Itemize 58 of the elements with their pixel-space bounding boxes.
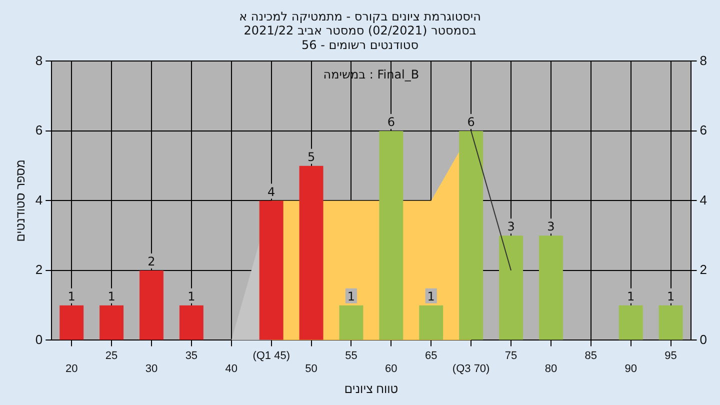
bar: [140, 270, 164, 340]
x-tick-label: 20: [65, 363, 78, 376]
data-label: 5: [307, 150, 316, 164]
x-tick-label: 80: [544, 363, 558, 376]
bar: [658, 305, 683, 340]
data-label: 6: [387, 115, 395, 130]
data-label: 1: [427, 289, 435, 304]
data-label: 2: [148, 254, 156, 269]
data-label: 1: [666, 289, 675, 304]
y-tick-label: 6: [35, 122, 43, 138]
bar: [618, 305, 643, 340]
x-tick-label: 30: [145, 363, 158, 376]
bar: [459, 130, 484, 340]
data-label: 1: [188, 289, 196, 304]
bar: [60, 305, 84, 340]
x-tick-label: 65: [424, 350, 438, 362]
bar: [419, 305, 444, 340]
x-tick-label: (Q1 45): [252, 350, 290, 362]
data-label: 1: [627, 289, 635, 304]
y-tick-label: 8: [35, 52, 43, 68]
y2-tick-label: 0: [700, 332, 708, 347]
text: היסטוגרמת ציונים בקורס - מתמטיקה למכינה א: [239, 9, 481, 24]
bar: [179, 305, 204, 340]
x-tick-label: 95: [664, 350, 677, 362]
x-tick-label: 25: [105, 350, 118, 362]
bar: [538, 236, 563, 340]
x-axis-title: טווח ציונים: [344, 382, 398, 396]
x-tick-label: 85: [584, 350, 598, 362]
y2-tick-label: 8: [700, 52, 708, 68]
data-label: 1: [347, 289, 356, 304]
y-tick-label: 2: [35, 262, 43, 278]
x-tick-label: 40: [225, 363, 238, 376]
x-tick-label: 50: [305, 363, 318, 376]
data-label: 4: [268, 184, 276, 199]
y-tick-label: 0: [35, 332, 43, 347]
y-axis-title: מספר סטודנטים: [14, 160, 28, 242]
data-label: 3: [507, 220, 515, 234]
x-tick-label: 75: [504, 350, 518, 362]
x-tick-label: 90: [624, 363, 637, 376]
y2-tick-label: 6: [700, 122, 708, 138]
y2-tick-label: 4: [700, 192, 708, 208]
text: בסמסטר (02/2021) סמסטר אביב 2021/22: [244, 24, 476, 38]
data-label: 1: [68, 289, 76, 304]
bar: [299, 166, 324, 340]
x-tick-label: 60: [385, 363, 398, 376]
bar: [100, 305, 124, 340]
bar: [339, 305, 364, 340]
text: סטודנטים רשומים - 56: [301, 38, 419, 52]
bar: [379, 130, 404, 340]
data-label: 1: [108, 289, 116, 304]
data-label: 3: [547, 220, 555, 234]
y-tick-label: 4: [35, 192, 43, 208]
bar: [499, 236, 523, 340]
data-label: 6: [467, 115, 475, 130]
x-tick-label: 35: [185, 350, 198, 362]
y2-tick-label: 2: [700, 262, 708, 278]
x-tick-label: (Q3 70): [452, 363, 490, 376]
x-tick-label: 55: [345, 350, 358, 362]
